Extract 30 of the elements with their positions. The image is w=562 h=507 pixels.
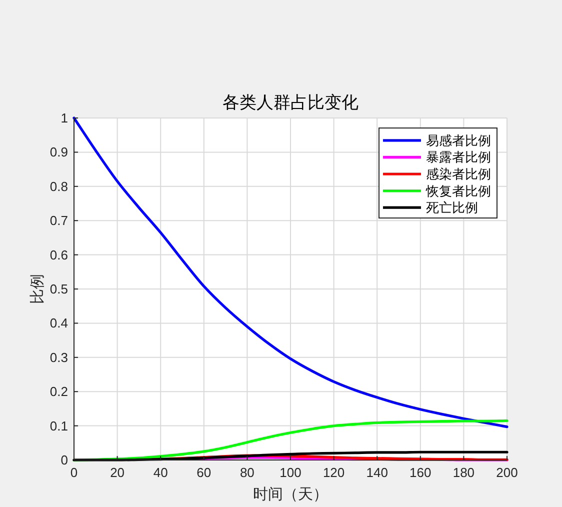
y-tick-label: 0.6 bbox=[50, 247, 68, 262]
y-tick-label: 0.3 bbox=[50, 350, 68, 365]
legend-label: 暴露者比例 bbox=[426, 150, 491, 165]
y-tick-label: 0.1 bbox=[50, 418, 68, 434]
legend-label: 恢复者比例 bbox=[425, 183, 491, 198]
x-axis-title: 时间（天） bbox=[253, 486, 328, 503]
chart-title: 各类人群占比变化 bbox=[222, 93, 358, 112]
legend-label: 易感者比例 bbox=[426, 132, 491, 148]
x-tick-label: 80 bbox=[240, 465, 254, 480]
y-tick-label: 0.5 bbox=[50, 282, 68, 296]
x-tick-label: 140 bbox=[366, 465, 388, 480]
y-tick-label: 0.9 bbox=[50, 144, 68, 160]
x-tick-label: 180 bbox=[452, 465, 475, 480]
y-tick-label: 0.8 bbox=[50, 178, 68, 194]
x-tick-label: 40 bbox=[153, 465, 168, 480]
x-tick-label: 60 bbox=[196, 465, 212, 480]
x-tick-label: 100 bbox=[280, 465, 302, 480]
y-tick-label: 0.4 bbox=[50, 316, 68, 331]
legend-label: 死亡比例 bbox=[426, 200, 478, 216]
x-tick-label: 200 bbox=[496, 465, 518, 480]
x-tick-label: 160 bbox=[410, 465, 432, 480]
y-tick-label: 0.7 bbox=[50, 213, 68, 228]
x-tick-label: 20 bbox=[110, 465, 125, 480]
y-tick-label: 0 bbox=[60, 452, 68, 468]
y-tick-label: 0.2 bbox=[50, 384, 68, 400]
y-tick-label: 1 bbox=[60, 110, 68, 126]
x-tick-label: 120 bbox=[322, 465, 345, 480]
legend-label: 感染者比例 bbox=[426, 166, 491, 182]
x-tick-label: 0 bbox=[70, 465, 78, 480]
y-axis-title: 比例 bbox=[29, 274, 46, 304]
